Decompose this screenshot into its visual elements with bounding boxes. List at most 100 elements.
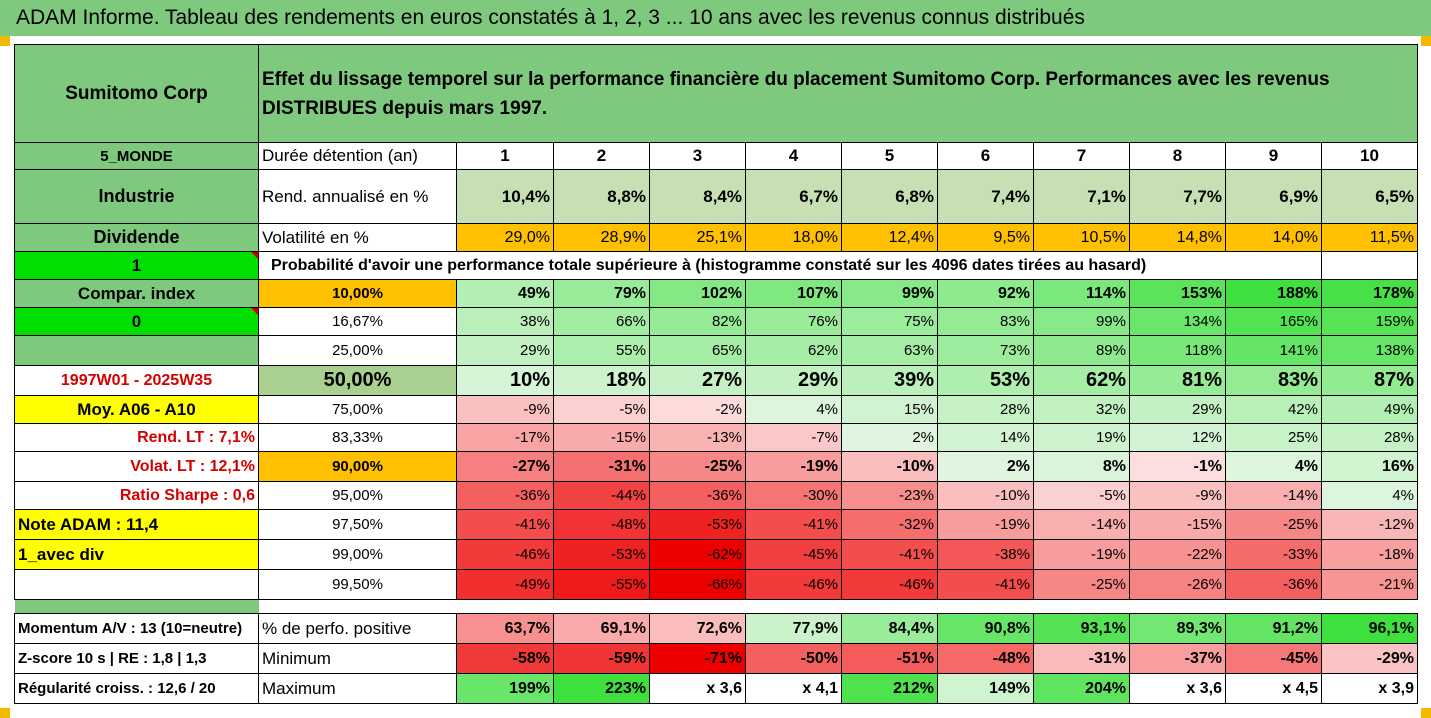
- year-header-10: 10: [1321, 142, 1418, 170]
- vol-cell: 28,9%: [553, 223, 650, 252]
- quantile-cell: 53%: [937, 365, 1034, 396]
- quantile-cell: -10%: [841, 451, 938, 482]
- quantile-cell: -19%: [937, 509, 1034, 540]
- maximum-cell: 223%: [553, 673, 650, 704]
- compar-label: Compar. index: [14, 279, 259, 308]
- rend-cell: 8,4%: [649, 169, 746, 224]
- quantile-cell: 55%: [553, 335, 650, 366]
- quantile-cell: -2%: [649, 395, 746, 424]
- minimum-cell: -37%: [1129, 643, 1226, 674]
- quantile-cell: 19%: [1033, 423, 1130, 452]
- quantile-cell: 4%: [1225, 451, 1322, 482]
- minimum-label: Minimum: [258, 643, 457, 674]
- quantile-cell: 89%: [1033, 335, 1130, 366]
- year-header-3: 3: [649, 142, 746, 170]
- dividend-label: Dividende: [14, 223, 259, 252]
- rend-cell: 6,5%: [1321, 169, 1418, 224]
- quantile-cell: 10%: [456, 365, 554, 396]
- minimum-cell: -45%: [1225, 643, 1322, 674]
- quantile-cell: 28%: [1321, 423, 1418, 452]
- maximum-cell: x 3,6: [649, 673, 746, 704]
- quantile-cell: 82%: [649, 307, 746, 336]
- quantile-cell: -55%: [553, 569, 650, 600]
- quantile-cell: -25%: [649, 451, 746, 482]
- quantile-cell: -33%: [1225, 539, 1322, 570]
- quantile-cell: -32%: [841, 509, 938, 540]
- year-header-6: 6: [937, 142, 1034, 170]
- quantile-cell: -41%: [456, 509, 554, 540]
- quantile-cell: 15%: [841, 395, 938, 424]
- flag-1-cell[interactable]: 1: [14, 251, 259, 280]
- quantile-cell: 2%: [841, 423, 938, 452]
- minimum-cell: -71%: [649, 643, 746, 674]
- quantile-label: 16,67%: [258, 307, 457, 336]
- quantile-cell: 73%: [937, 335, 1034, 366]
- quantile-cell: -36%: [1225, 569, 1322, 600]
- positive-cell: 63,7%: [456, 613, 554, 644]
- vol-cell: 25,1%: [649, 223, 746, 252]
- quantile-cell: 76%: [745, 307, 842, 336]
- quantile-cell: -41%: [937, 569, 1034, 600]
- quantile-cell: -22%: [1129, 539, 1226, 570]
- year-header-2: 2: [553, 142, 650, 170]
- maximum-cell: x 3,6: [1129, 673, 1226, 704]
- vol-cell: 11,5%: [1321, 223, 1418, 252]
- quantile-cell: 28%: [937, 395, 1034, 424]
- quantile-cell: -14%: [1033, 509, 1130, 540]
- corner-marker: [1421, 36, 1431, 46]
- vol-cell: 18,0%: [745, 223, 842, 252]
- positive-label: % de perfo. positive: [258, 613, 457, 644]
- quantile-cell: 8%: [1033, 451, 1130, 482]
- quantile-cell: -36%: [456, 481, 554, 510]
- regul-label: Régularité croiss. : 12,6 / 20: [14, 673, 259, 704]
- corner-marker: [0, 708, 10, 718]
- vol-cell: 14,8%: [1129, 223, 1226, 252]
- quantile-cell: -31%: [553, 451, 650, 482]
- quantile-cell: -45%: [745, 539, 842, 570]
- quantile-cell: -5%: [1033, 481, 1130, 510]
- headline: Effet du lissage temporel sur la perform…: [258, 44, 1418, 143]
- quantile-cell: -30%: [745, 481, 842, 510]
- quantile-cell: 138%: [1321, 335, 1418, 366]
- quantile-cell: 83%: [1225, 365, 1322, 396]
- year-header-1: 1: [456, 142, 554, 170]
- rend-cell: 6,8%: [841, 169, 938, 224]
- rend-cell: 6,9%: [1225, 169, 1322, 224]
- quantile-cell: -38%: [937, 539, 1034, 570]
- zscore-label: Z-score 10 s | RE : 1,8 | 1,3: [14, 643, 259, 674]
- maximum-cell: 149%: [937, 673, 1034, 704]
- returns-table: Sumitomo Corp Effet du lissage temporel …: [14, 44, 1418, 704]
- positive-cell: 77,9%: [745, 613, 842, 644]
- quantile-label: 75,00%: [258, 395, 457, 424]
- quantile-cell: -15%: [1129, 509, 1226, 540]
- flag-0-cell[interactable]: 0: [14, 307, 259, 336]
- quantile-cell: -13%: [649, 423, 746, 452]
- quantile-cell: 99%: [841, 279, 938, 308]
- positive-cell: 90,8%: [937, 613, 1034, 644]
- quantile-label: 99,50%: [258, 569, 457, 600]
- zone-label: 5_MONDE: [14, 142, 259, 170]
- moy-label: Moy. A06 - A10: [14, 395, 259, 424]
- quantile-cell: 65%: [649, 335, 746, 366]
- quantile-cell: -62%: [649, 539, 746, 570]
- vol-cell: 14,0%: [1225, 223, 1322, 252]
- maximum-label: Maximum: [258, 673, 457, 704]
- quantile-cell: -27%: [456, 451, 554, 482]
- quantile-cell: -46%: [745, 569, 842, 600]
- quantile-cell: -46%: [841, 569, 938, 600]
- quantile-cell: -41%: [841, 539, 938, 570]
- quantile-cell: 107%: [745, 279, 842, 308]
- quantile-cell: -53%: [649, 509, 746, 540]
- company-name: Sumitomo Corp: [14, 44, 259, 143]
- corner-marker: [1421, 708, 1431, 718]
- momentum-label: Momentum A/V : 13 (10=neutre): [14, 613, 259, 644]
- sector-label: Industrie: [14, 169, 259, 224]
- quantile-label: 99,00%: [258, 539, 457, 570]
- quantile-cell: -18%: [1321, 539, 1418, 570]
- quantile-cell: 102%: [649, 279, 746, 308]
- proba-label: Probabilité d'avoir une performance tota…: [258, 251, 1226, 280]
- quantile-cell: -19%: [1033, 539, 1130, 570]
- quantile-cell: 14%: [937, 423, 1034, 452]
- vol-cell: 10,5%: [1033, 223, 1130, 252]
